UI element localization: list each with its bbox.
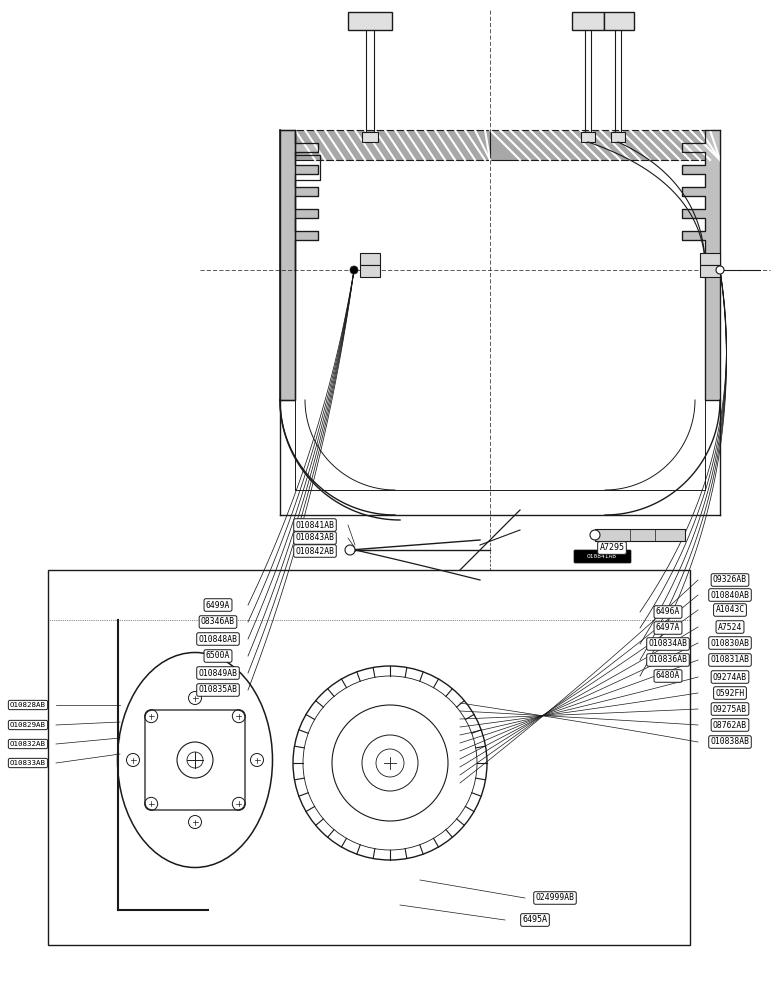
FancyBboxPatch shape bbox=[348, 12, 392, 30]
FancyBboxPatch shape bbox=[700, 253, 720, 265]
FancyBboxPatch shape bbox=[611, 132, 625, 142]
Text: 6495A: 6495A bbox=[523, 916, 547, 924]
FancyBboxPatch shape bbox=[360, 253, 380, 265]
Text: 6500A: 6500A bbox=[206, 652, 230, 660]
Text: O8346AB: O8346AB bbox=[201, 617, 235, 626]
FancyBboxPatch shape bbox=[145, 710, 245, 810]
FancyBboxPatch shape bbox=[700, 265, 720, 277]
Circle shape bbox=[345, 545, 355, 555]
FancyBboxPatch shape bbox=[581, 132, 595, 142]
FancyBboxPatch shape bbox=[574, 550, 631, 563]
Text: O10834AB: O10834AB bbox=[648, 640, 688, 648]
Text: O10835AB: O10835AB bbox=[198, 686, 238, 694]
FancyBboxPatch shape bbox=[595, 529, 685, 541]
Text: O592FH: O592FH bbox=[716, 688, 745, 698]
Text: O10842AB: O10842AB bbox=[296, 546, 334, 556]
Text: O10831AB: O10831AB bbox=[710, 656, 750, 664]
Polygon shape bbox=[295, 130, 490, 160]
FancyBboxPatch shape bbox=[48, 570, 690, 945]
Text: O9275AB: O9275AB bbox=[713, 704, 747, 714]
Text: O9326AB: O9326AB bbox=[713, 576, 747, 584]
Text: A7524: A7524 bbox=[718, 622, 742, 632]
Text: 6480A: 6480A bbox=[655, 672, 680, 680]
Text: O9274AB: O9274AB bbox=[713, 672, 747, 682]
FancyBboxPatch shape bbox=[362, 132, 378, 142]
Polygon shape bbox=[280, 130, 318, 400]
Circle shape bbox=[350, 266, 358, 274]
Text: O10830AB: O10830AB bbox=[710, 639, 750, 648]
Text: O10838AB: O10838AB bbox=[710, 738, 750, 746]
Text: O24999AB: O24999AB bbox=[536, 894, 574, 902]
Text: O10841AB: O10841AB bbox=[296, 520, 334, 530]
Text: 6496A: 6496A bbox=[655, 607, 680, 616]
Text: O10849AB: O10849AB bbox=[198, 668, 238, 678]
Text: O10832AB: O10832AB bbox=[10, 741, 46, 747]
FancyBboxPatch shape bbox=[572, 12, 604, 30]
Text: O10848AB: O10848AB bbox=[198, 635, 238, 644]
Text: O10836AB: O10836AB bbox=[648, 656, 688, 664]
Text: 6497A: 6497A bbox=[655, 624, 680, 633]
Polygon shape bbox=[490, 130, 720, 160]
Text: O10829AB: O10829AB bbox=[10, 722, 46, 728]
Circle shape bbox=[716, 266, 724, 274]
Polygon shape bbox=[682, 130, 720, 400]
Text: A7295: A7295 bbox=[600, 544, 625, 552]
Text: A1043C: A1043C bbox=[716, 605, 745, 614]
Text: 6499A: 6499A bbox=[206, 600, 230, 609]
FancyBboxPatch shape bbox=[604, 12, 634, 30]
FancyBboxPatch shape bbox=[360, 265, 380, 277]
Text: O10828AB: O10828AB bbox=[10, 702, 46, 708]
Text: O10840AB: O10840AB bbox=[710, 590, 750, 599]
Text: O10833AB: O10833AB bbox=[10, 760, 46, 766]
Text: O10843AB: O10843AB bbox=[296, 534, 334, 542]
Circle shape bbox=[590, 530, 600, 540]
Text: O8762AB: O8762AB bbox=[713, 720, 747, 730]
Text: O10841AB: O10841AB bbox=[587, 554, 617, 560]
